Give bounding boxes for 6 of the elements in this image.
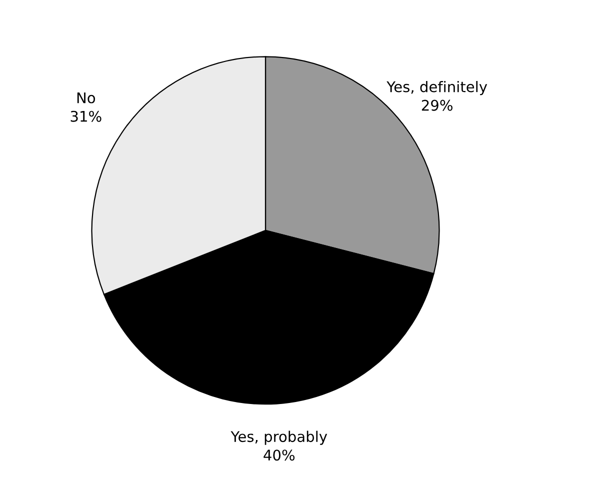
- data-label: 40%: [264, 450, 295, 461]
- slice-label: No: [77, 92, 96, 104]
- slice-label: Yes, probably: [230, 430, 328, 445]
- data-label: 31%: [70, 110, 102, 122]
- data-label: 29%: [422, 100, 452, 111]
- slice-label: Yes, definitely: [386, 80, 488, 96]
